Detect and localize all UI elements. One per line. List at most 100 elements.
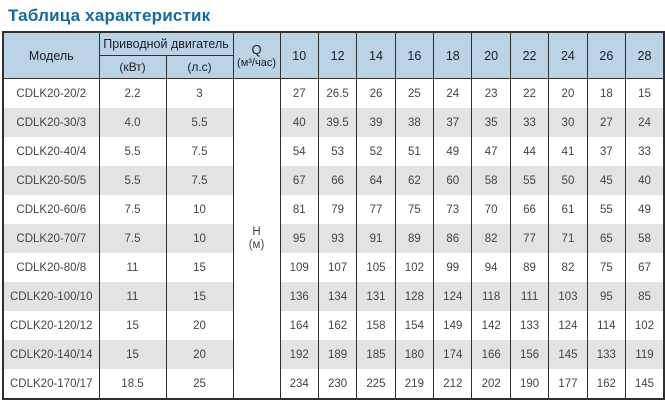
hp-cell: 25 — [165, 369, 234, 399]
header-q-cell: Q (м³/час) — [232, 31, 281, 79]
head-value-cell: 58 — [625, 224, 665, 253]
kw-cell: 15 — [98, 340, 167, 369]
header-motor-group-cell: Приводной двигатель — [98, 31, 234, 56]
head-value-cell: 60 — [433, 166, 473, 195]
head-value-cell: 133 — [586, 340, 627, 369]
head-value-cell: 82 — [471, 224, 511, 253]
head-value-cell: 47 — [471, 137, 511, 166]
header-kw-cell: (кВт) — [98, 55, 167, 79]
head-value-cell: 67 — [279, 166, 319, 195]
head-value-cell: 145 — [625, 369, 665, 399]
head-value-cell: 128 — [394, 282, 435, 311]
head-value-cell: 75 — [586, 253, 627, 282]
flow-header-cell: 28 — [625, 31, 665, 79]
model-cell: CDLK20-170/17 — [2, 369, 100, 399]
head-value-cell: 89 — [509, 253, 550, 282]
head-value-cell: 18 — [586, 78, 627, 108]
head-value-cell: 111 — [509, 282, 550, 311]
head-value-cell: 86 — [433, 224, 473, 253]
table-head: Модель Приводной двигатель Q (м³/час) 10… — [2, 31, 665, 79]
head-value-cell: 73 — [433, 195, 473, 224]
head-value-cell: 202 — [471, 369, 511, 399]
head-value-cell: 15 — [625, 78, 665, 108]
flow-header-cell: 14 — [356, 31, 396, 79]
head-value-cell: 154 — [394, 311, 435, 340]
head-value-cell: 136 — [279, 282, 319, 311]
hp-cell: 15 — [165, 282, 234, 311]
head-value-cell: 54 — [279, 137, 319, 166]
flow-header-cell: 12 — [317, 31, 358, 79]
head-value-cell: 91 — [356, 224, 396, 253]
head-value-cell: 107 — [317, 253, 358, 282]
model-cell: CDLK20-50/5 — [2, 166, 100, 195]
head-value-cell: 39 — [356, 108, 396, 137]
head-value-cell: 158 — [356, 311, 396, 340]
head-value-cell: 124 — [433, 282, 473, 311]
head-value-cell: 37 — [433, 108, 473, 137]
head-value-cell: 26 — [356, 78, 396, 108]
kw-cell: 15 — [98, 311, 167, 340]
head-value-cell: 77 — [509, 224, 550, 253]
head-value-cell: 192 — [279, 340, 319, 369]
hp-cell: 7.5 — [165, 137, 234, 166]
header-row-top: Модель Приводной двигатель Q (м³/час) 10… — [2, 31, 665, 79]
hp-cell: 10 — [165, 195, 234, 224]
model-cell: CDLK20-100/10 — [2, 282, 100, 311]
kw-cell: 18.5 — [98, 369, 167, 399]
head-value-cell: 95 — [279, 224, 319, 253]
head-value-cell: 26.5 — [317, 78, 358, 108]
head-value-cell: 212 — [433, 369, 473, 399]
head-unit-label: (м) — [248, 238, 265, 251]
head-value-cell: 109 — [279, 253, 319, 282]
head-value-cell: 44 — [509, 137, 550, 166]
header-hp-cell: (л.с) — [165, 55, 234, 79]
head-value-cell: 62 — [394, 166, 435, 195]
header-q-symbol: Q — [251, 41, 262, 57]
model-cell: CDLK20-80/8 — [2, 253, 100, 282]
kw-cell: 7.5 — [98, 224, 167, 253]
table-row: CDLK20-140/14 15 20 192 189 185 180 174 166 156 14… — [2, 340, 665, 369]
head-value-cell: 27 — [279, 78, 319, 108]
head-value-cell: 52 — [356, 137, 396, 166]
head-value-cell: 82 — [548, 253, 588, 282]
model-cell: CDLK20-30/3 — [2, 108, 100, 137]
head-value-cell: 124 — [548, 311, 588, 340]
kw-cell: 2.2 — [98, 78, 167, 108]
head-value-cell: 49 — [433, 137, 473, 166]
characteristics-table: Модель Приводной двигатель Q (м³/час) 10… — [2, 31, 665, 400]
head-value-cell: 162 — [317, 311, 358, 340]
flow-header-cell: 18 — [433, 31, 473, 79]
head-value-cell: 185 — [356, 340, 396, 369]
kw-cell: 11 — [98, 282, 167, 311]
head-value-cell: 38 — [394, 108, 435, 137]
head-value-cell: 67 — [625, 253, 665, 282]
model-cell: CDLK20-20/2 — [2, 78, 100, 108]
head-value-cell: 24 — [625, 108, 665, 137]
head-value-cell: 30 — [548, 108, 588, 137]
head-value-cell: 230 — [317, 369, 358, 399]
head-value-cell: 55 — [586, 195, 627, 224]
head-value-cell: 225 — [356, 369, 396, 399]
head-value-cell: 23 — [471, 78, 511, 108]
head-value-cell: 118 — [471, 282, 511, 311]
head-value-cell: 65 — [586, 224, 627, 253]
head-value-cell: 58 — [471, 166, 511, 195]
flow-header-cell: 24 — [548, 31, 588, 79]
flow-header-cell: 10 — [279, 31, 319, 79]
head-value-cell: 25 — [394, 78, 435, 108]
head-value-cell: 66 — [509, 195, 550, 224]
head-value-cell: 145 — [548, 340, 588, 369]
head-value-cell: 190 — [509, 369, 550, 399]
header-q-unit: (м³/час) — [237, 56, 276, 69]
head-value-cell: 180 — [394, 340, 435, 369]
head-value-cell: 66 — [317, 166, 358, 195]
head-value-cell: 234 — [279, 369, 319, 399]
head-value-cell: 77 — [356, 195, 396, 224]
table-row: CDLK20-120/12 15 20 164 162 158 154 149 142 133 12… — [2, 311, 665, 340]
head-value-cell: 162 — [586, 369, 627, 399]
kw-cell: 7.5 — [98, 195, 167, 224]
head-value-cell: 85 — [625, 282, 665, 311]
header-model-cell: Модель — [2, 31, 100, 79]
model-cell: CDLK20-40/4 — [2, 137, 100, 166]
head-value-cell: 55 — [509, 166, 550, 195]
